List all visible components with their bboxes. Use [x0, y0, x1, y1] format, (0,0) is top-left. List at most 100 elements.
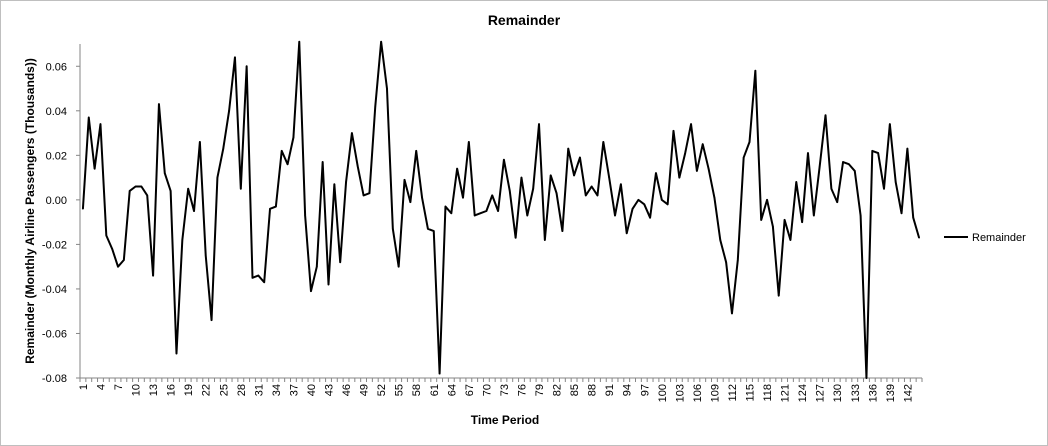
series-line-remainder: [81, 40, 921, 379]
legend-label: Remainder: [972, 232, 1026, 244]
data-point: [87, 116, 90, 119]
x-tick-label: 70: [481, 384, 493, 396]
data-point: [696, 170, 698, 172]
data-point: [403, 179, 406, 181]
y-tick-label: 0.02: [46, 150, 67, 162]
x-tick-label: 79: [534, 384, 546, 396]
data-point: [737, 259, 739, 261]
data-point: [362, 194, 365, 197]
x-tick-label: 16: [166, 384, 178, 396]
data-point: [614, 214, 616, 217]
data-point: [918, 236, 920, 239]
x-tick-label: 1: [78, 384, 90, 390]
data-point: [520, 176, 523, 179]
data-point: [82, 207, 84, 210]
x-tick-label: 22: [201, 384, 213, 396]
x-tick-label: 103: [674, 384, 686, 402]
data-point: [859, 214, 862, 217]
data-point: [216, 176, 219, 179]
data-point: [637, 199, 640, 201]
y-tick-label: -0.06: [42, 328, 67, 340]
data-point: [625, 232, 628, 235]
data-point: [789, 239, 792, 241]
x-tick-label: 109: [709, 384, 721, 402]
data-point: [538, 123, 540, 125]
data-point: [99, 123, 102, 125]
data-point: [561, 230, 564, 232]
data-point: [532, 187, 534, 190]
data-point: [813, 214, 815, 217]
x-tick-label: 43: [324, 384, 336, 396]
x-tick-label: 55: [394, 384, 406, 396]
y-axis-title: Remainder (Monthly Airline Passengers (T…: [23, 58, 37, 364]
data-point: [193, 210, 195, 212]
x-tick-label: 115: [745, 384, 757, 402]
data-point: [801, 221, 803, 223]
data-point: [134, 185, 137, 188]
data-point: [473, 214, 476, 217]
data-point: [228, 110, 230, 112]
data-point: [544, 239, 546, 241]
data-point: [421, 196, 423, 199]
data-point: [514, 236, 517, 239]
data-point: [450, 212, 453, 215]
data-point: [105, 234, 108, 237]
data-point: [333, 183, 336, 186]
y-tick-label: 0.04: [46, 106, 67, 118]
data-point: [877, 152, 879, 154]
data-point: [169, 190, 172, 192]
x-tick-label: 7: [113, 384, 125, 390]
data-point: [298, 40, 301, 43]
data-point: [409, 201, 412, 203]
data-point: [397, 265, 400, 268]
data-point: [807, 152, 809, 154]
data-point: [649, 216, 651, 219]
data-point: [701, 143, 704, 145]
data-point: [187, 187, 189, 190]
data-point: [661, 199, 663, 201]
chart-title: Remainder: [487, 12, 561, 28]
y-tick-label: 0.06: [46, 61, 67, 73]
data-point: [462, 196, 464, 199]
data-point: [719, 239, 722, 241]
x-tick-label: 88: [587, 384, 599, 396]
data-point: [392, 228, 394, 230]
data-point: [345, 181, 347, 183]
data-point: [731, 312, 733, 315]
data-point: [900, 212, 903, 215]
data-point: [608, 176, 610, 179]
data-point: [245, 65, 248, 68]
data-point: [672, 130, 675, 132]
data-point: [93, 167, 96, 170]
y-tick-label: -0.08: [42, 373, 67, 385]
x-tick-label: 118: [762, 384, 774, 402]
data-point: [584, 194, 587, 197]
y-axis: 0.06 0.04 0.02 0.00 -0.02 -0.04 -0.06 -0.08: [42, 44, 81, 385]
data-point: [824, 114, 827, 117]
data-point: [830, 187, 833, 190]
x-tick-label: 85: [569, 384, 581, 396]
data-point: [204, 254, 207, 257]
data-point: [199, 141, 201, 143]
x-tick-label: 61: [429, 384, 441, 396]
y-tick-label: -0.02: [42, 239, 67, 251]
x-axis: 1 4 7 10 13 16 19 22 25 28 31 34 37 40 43 46 49 52 55 58 61 6…: [78, 377, 923, 402]
x-tick-label: 112: [727, 384, 739, 402]
x-tick-label: 13: [148, 384, 160, 396]
data-point: [321, 161, 324, 163]
x-tick-label: 94: [622, 384, 634, 396]
data-point: [175, 352, 178, 355]
data-point: [573, 174, 575, 177]
data-point: [883, 187, 885, 190]
data-point: [140, 185, 143, 188]
x-tick-label: 133: [850, 384, 862, 402]
x-tick-label: 25: [218, 384, 230, 396]
data-point: [567, 147, 570, 150]
data-point: [327, 283, 330, 286]
data-point: [596, 194, 599, 197]
data-point: [310, 290, 312, 292]
data-point: [479, 212, 482, 215]
data-point: [316, 265, 318, 268]
data-point: [772, 225, 774, 228]
data-point: [210, 319, 213, 321]
